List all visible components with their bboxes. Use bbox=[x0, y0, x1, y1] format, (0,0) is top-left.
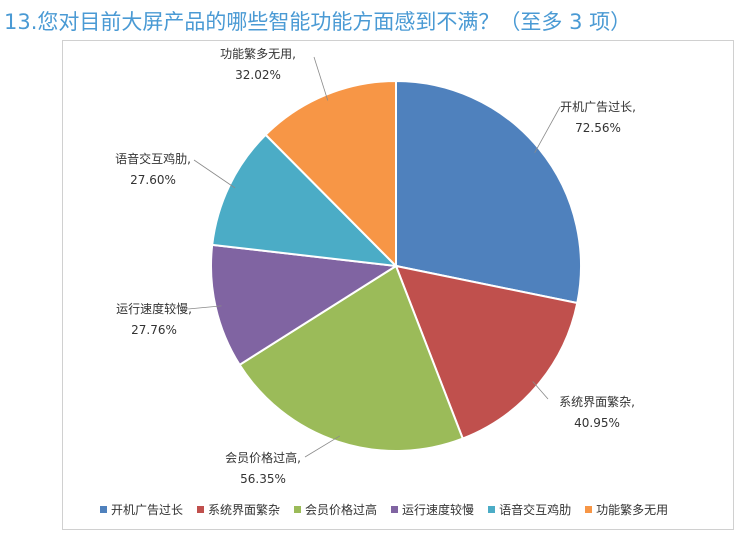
leader-line bbox=[193, 159, 236, 189]
legend-swatch bbox=[100, 505, 107, 513]
chart-frame bbox=[62, 40, 734, 530]
data-label-category: 系统界面繁杂, bbox=[559, 394, 635, 409]
legend-swatch bbox=[488, 505, 496, 513]
data-label-value: 27.60% bbox=[130, 173, 176, 187]
data-label-value: 40.95% bbox=[574, 416, 620, 430]
legend-item: 运行速度较慢 bbox=[391, 501, 474, 518]
legend-item: 会员价格过高 bbox=[294, 501, 377, 518]
leader-line bbox=[532, 381, 549, 400]
data-label-category: 功能繁多无用, bbox=[220, 46, 296, 61]
legend-label: 会员价格过高 bbox=[305, 502, 378, 517]
legend-label: 语音交互鸡肋 bbox=[499, 502, 572, 517]
data-label-value: 32.02% bbox=[235, 68, 281, 82]
data-label-category: 语音交互鸡肋, bbox=[115, 151, 191, 166]
chart-title: 13.您对目前大屏产品的哪些智能功能方面感到不满？（至多 3 项） bbox=[4, 10, 632, 34]
pie-slice bbox=[238, 264, 465, 452]
data-label-category: 会员价格过高, bbox=[225, 450, 301, 465]
legend-item: 语音交互鸡肋 bbox=[488, 501, 571, 518]
leader-line bbox=[313, 56, 329, 101]
pie-chart: 开机广告过长, 72.56% 系统界面繁杂, 40.95% 会员价格过高, 56.35% 运… bbox=[115, 46, 636, 486]
pie-slice bbox=[264, 79, 397, 269]
data-label-category: 开机广告过长, bbox=[560, 100, 636, 114]
legend-swatch bbox=[585, 505, 593, 513]
legend-label: 功能繁多无用 bbox=[596, 502, 669, 517]
data-label-category: 运行速度较慢, bbox=[116, 301, 192, 316]
pie-slice bbox=[395, 79, 582, 305]
pie-slice bbox=[211, 133, 399, 268]
leader-line bbox=[187, 305, 222, 310]
pie-slice bbox=[394, 264, 579, 440]
legend-label: 开机广告过长 bbox=[111, 502, 184, 517]
legend-swatch bbox=[197, 505, 205, 513]
data-label-value: 56.35% bbox=[240, 472, 286, 486]
legend: 开机广告过长 系统界面繁杂 会员价格过高 运行速度较慢 语音交互鸡肋 功能繁多无用 bbox=[100, 501, 668, 517]
pie-slice bbox=[210, 243, 399, 367]
legend-label: 系统界面繁杂 bbox=[208, 502, 281, 517]
leader-line bbox=[534, 106, 561, 153]
data-label-value: 27.76% bbox=[131, 323, 177, 337]
legend-item: 系统界面繁杂 bbox=[197, 501, 280, 518]
legend-item: 功能繁多无用 bbox=[585, 501, 668, 518]
legend-item: 开机广告过长 bbox=[100, 501, 183, 518]
legend-label: 运行速度较慢 bbox=[402, 502, 475, 517]
legend-swatch bbox=[391, 505, 399, 513]
legend-swatch bbox=[294, 505, 302, 513]
leader-line bbox=[304, 435, 341, 458]
data-label-value: 72.56% bbox=[575, 121, 621, 135]
